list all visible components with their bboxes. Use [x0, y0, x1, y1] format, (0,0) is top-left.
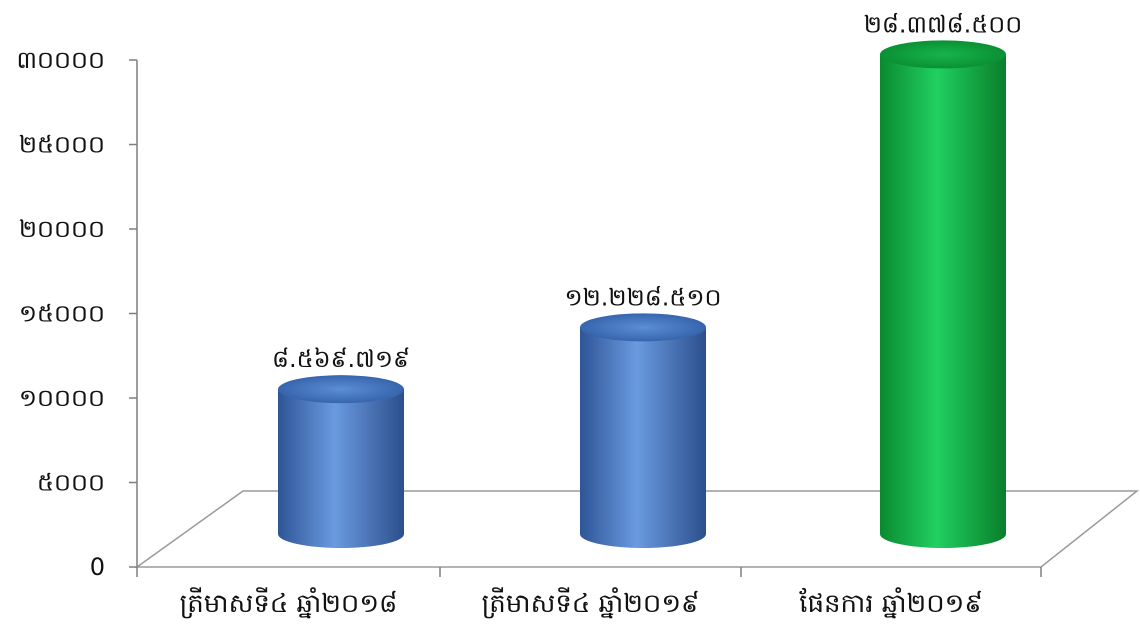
y-tick-label: ១០០០០	[19, 384, 105, 412]
data-label: ២៨.៣៧៨.៥០០	[864, 10, 1023, 38]
y-tick-label: ១៥០០០	[19, 300, 105, 328]
y-tick-label: ២០០០០	[19, 215, 105, 243]
y-axis-ticks: 0 ៥០០០ ១០០០០ ១៥០០០ ២០០០០ ២៥០០០ ៣០០០០	[17, 46, 137, 581]
y-tick-label: 0	[90, 553, 105, 581]
bar	[880, 40, 1006, 548]
chart-floor	[134, 490, 1140, 568]
data-labels-group: ៨.៥៦៩.៧១៩ ១២.២២៨.៥១០ ២៨.៣៧៨.៥០០	[272, 10, 1022, 373]
bar-body	[278, 389, 404, 548]
category-label: ត្រីមាសទី៤ ឆ្នាំ២០១៩	[482, 587, 700, 619]
bar-body	[880, 54, 1006, 548]
bar-top	[580, 313, 706, 342]
category-labels-group: ត្រីមាសទី៤ ឆ្នាំ២០១៨ ត្រីមាសទី៤ ឆ្នាំ២០១៩…	[180, 587, 983, 619]
bar	[580, 313, 706, 548]
y-tick-label: ៣០០០០	[17, 46, 105, 74]
bar-top	[278, 375, 404, 404]
x-axis-ticks	[136, 567, 1042, 577]
bar	[278, 375, 404, 548]
data-label: ១២.២២៨.៥១០	[564, 283, 721, 311]
bars-group	[278, 40, 1006, 548]
category-label: ផែនការ ឆ្នាំ២០១៩	[799, 587, 982, 619]
category-label: ត្រីមាសទី៤ ឆ្នាំ២០១៨	[180, 587, 398, 619]
data-label: ៨.៥៦៩.៧១៩	[272, 345, 410, 373]
y-tick-label: ៥០០០	[37, 469, 105, 497]
bar-body	[580, 327, 706, 548]
bar-top	[880, 40, 1006, 69]
y-tick-label: ២៥០០០	[19, 131, 105, 159]
